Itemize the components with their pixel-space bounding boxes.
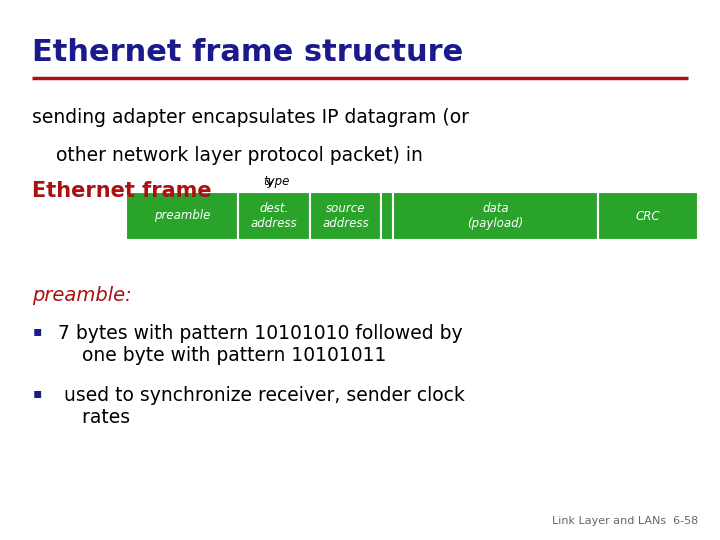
Text: preamble: preamble [154, 210, 210, 222]
Text: ▪: ▪ [32, 324, 42, 338]
Text: source
address: source address [322, 202, 369, 230]
Text: ▪: ▪ [32, 386, 42, 400]
Text: type: type [263, 176, 289, 188]
Text: dest.
address: dest. address [251, 202, 297, 230]
Text: other network layer protocol packet) in: other network layer protocol packet) in [32, 146, 423, 165]
Text: Ethernet frame: Ethernet frame [32, 181, 212, 201]
Text: data
(payload): data (payload) [467, 202, 523, 230]
Text: sending adapter encapsulates IP datagram (or: sending adapter encapsulates IP datagram… [32, 108, 469, 127]
Text: Link Layer and LANs  6-58: Link Layer and LANs 6-58 [552, 516, 698, 526]
Text: 7 bytes with pattern 10101010 followed by
    one byte with pattern 10101011: 7 bytes with pattern 10101010 followed b… [58, 324, 462, 365]
Text: used to synchronize receiver, sender clock
    rates: used to synchronize receiver, sender clo… [58, 386, 464, 427]
Text: Ethernet frame structure: Ethernet frame structure [32, 38, 464, 67]
Text: preamble:: preamble: [32, 286, 132, 305]
Text: CRC: CRC [636, 210, 660, 222]
